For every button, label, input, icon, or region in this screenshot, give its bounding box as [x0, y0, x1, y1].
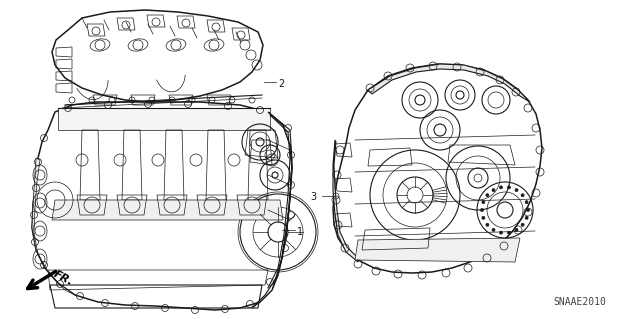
Polygon shape — [355, 238, 520, 262]
Circle shape — [508, 186, 511, 189]
Polygon shape — [58, 108, 270, 130]
Circle shape — [521, 223, 524, 226]
Text: SNAAE2010: SNAAE2010 — [554, 297, 607, 307]
Circle shape — [508, 231, 511, 234]
Circle shape — [482, 216, 485, 219]
Circle shape — [482, 201, 485, 204]
Polygon shape — [52, 200, 283, 220]
Circle shape — [492, 189, 495, 192]
Circle shape — [499, 231, 502, 234]
Circle shape — [525, 216, 528, 219]
Polygon shape — [368, 64, 530, 102]
Text: 3: 3 — [310, 192, 316, 202]
Text: 2: 2 — [278, 79, 284, 89]
Circle shape — [515, 228, 518, 231]
Circle shape — [499, 186, 502, 189]
Text: 1: 1 — [297, 227, 303, 237]
Circle shape — [486, 223, 489, 226]
Polygon shape — [252, 112, 292, 308]
Circle shape — [481, 209, 483, 211]
Polygon shape — [32, 158, 75, 295]
Circle shape — [492, 228, 495, 231]
Circle shape — [527, 209, 529, 211]
Circle shape — [515, 189, 518, 192]
Circle shape — [521, 194, 524, 197]
Polygon shape — [333, 140, 358, 262]
Text: FR.: FR. — [52, 269, 75, 287]
Circle shape — [486, 194, 489, 197]
Circle shape — [525, 201, 528, 204]
